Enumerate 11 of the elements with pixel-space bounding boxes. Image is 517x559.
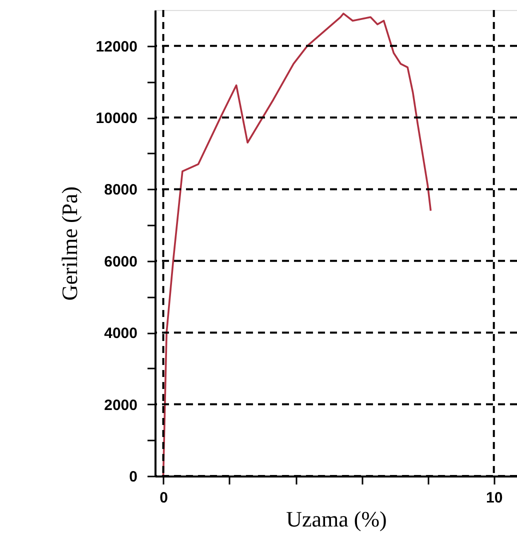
x-axis-title: Uzama (%) xyxy=(286,506,387,532)
y-tick-label: 10000 xyxy=(96,110,138,128)
y-axis-title: Gerilme (Pa) xyxy=(56,186,82,301)
line-series xyxy=(162,12,432,477)
y-tick-label: 6000 xyxy=(104,253,138,270)
y-tick-label: 2000 xyxy=(104,396,138,414)
y-tick-label: 12000 xyxy=(96,38,138,56)
y-tick-label: 4000 xyxy=(104,325,138,342)
x-tick-label: 10 xyxy=(486,490,503,506)
y-tick-label: 0 xyxy=(129,468,138,486)
y-tick-label: 8000 xyxy=(104,182,138,199)
